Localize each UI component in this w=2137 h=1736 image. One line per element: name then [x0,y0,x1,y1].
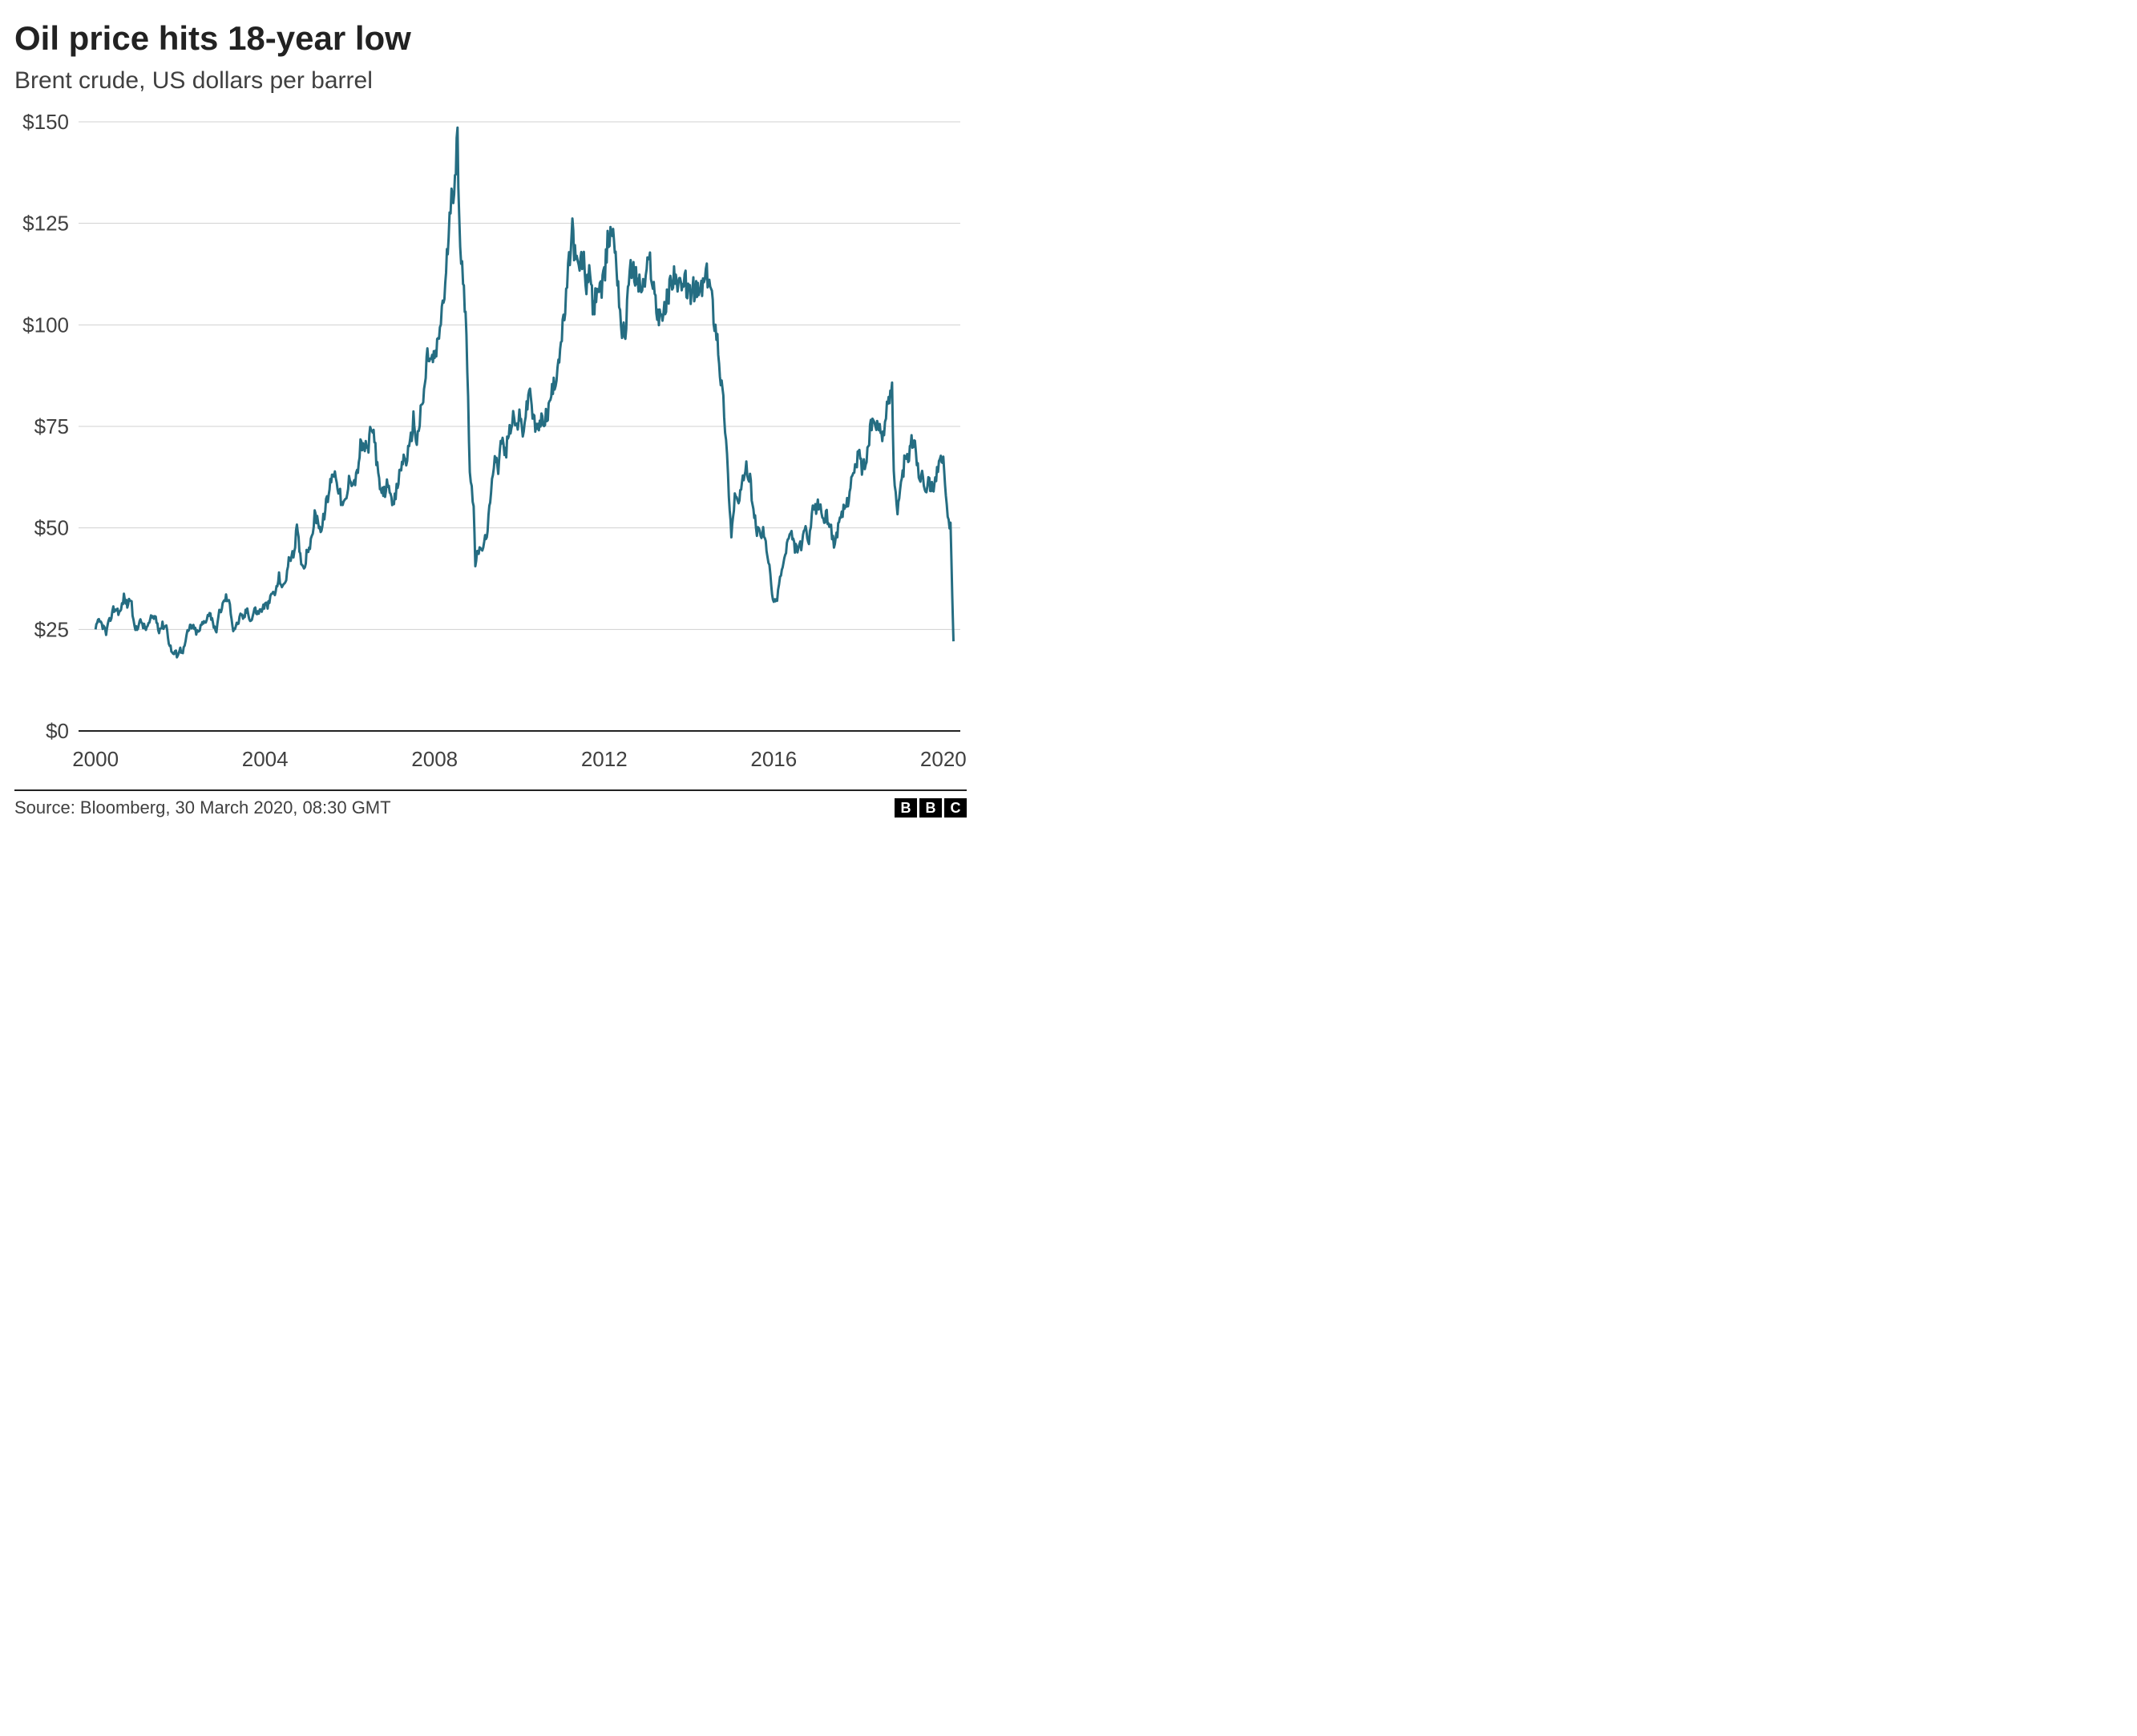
x-tick-label: 2008 [411,747,458,771]
chart-title: Oil price hits 18-year low [14,19,967,58]
chart-container: Oil price hits 18-year low Brent crude, … [0,0,981,828]
y-tick-label: $75 [34,414,69,438]
source-text: Source: Bloomberg, 30 March 2020, 08:30 … [14,797,391,818]
y-tick-label: $0 [46,719,69,743]
x-tick-label: 2016 [750,747,797,771]
line-chart: $0 $25 $50 $75 $100 $125 $150 2000 2004 2008 2012 2… [14,114,968,779]
y-tick-label: $125 [22,212,69,236]
chart-subtitle: Brent crude, US dollars per barrel [14,67,967,95]
price-line [95,127,953,657]
x-tick-label: 2000 [72,747,119,771]
y-tick-label: $25 [34,617,69,641]
y-tick-label: $100 [22,313,69,337]
bbc-logo-letter: B [919,798,942,818]
bbc-logo: B B C [895,798,967,818]
y-tick-label: $150 [22,114,69,134]
x-tick-label: 2020 [920,747,967,771]
y-tick-label: $50 [34,516,69,540]
bbc-logo-letter: B [895,798,917,818]
bbc-logo-letter: C [944,798,967,818]
chart-footer: Source: Bloomberg, 30 March 2020, 08:30 … [14,789,967,818]
x-tick-label: 2012 [581,747,628,771]
x-tick-label: 2004 [242,747,289,771]
